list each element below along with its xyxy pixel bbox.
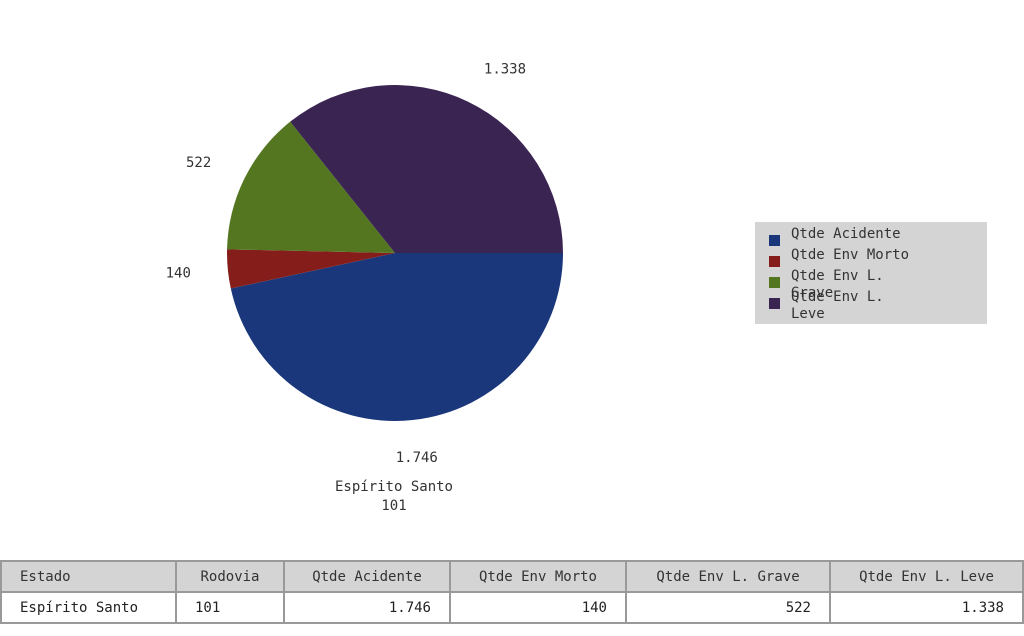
header-qtde-env-morto: Qtde Env Morto xyxy=(449,560,627,593)
cell-qtde-env-leve: 1.338 xyxy=(829,591,1024,624)
slice-label-acidente: 1.746 xyxy=(396,450,438,466)
legend-item-env-leve: Qtde Env L. Leve xyxy=(769,289,987,322)
caption-estado: Espírito Santo xyxy=(334,479,453,495)
legend-item-env-grave: Qtde Env L. Grave xyxy=(769,268,987,301)
legend-swatch-acidente xyxy=(769,235,780,246)
legend-label-env-grave: Qtde Env L. Grave xyxy=(791,268,884,301)
cell-qtde-env-grave: 522 xyxy=(625,591,831,624)
legend-item-acidente: Qtde Acidente xyxy=(769,226,987,247)
legend-swatch-env-grave xyxy=(769,277,780,288)
header-qtde-acidente: Qtde Acidente xyxy=(283,560,451,593)
legend-swatch-env-morto xyxy=(769,256,780,267)
chart-caption: Espírito Santo 101 xyxy=(294,478,494,516)
legend-swatch-env-leve xyxy=(769,298,780,309)
legend-label-acidente: Qtde Acidente xyxy=(791,226,901,242)
legend-item-env-morto: Qtde Env Morto xyxy=(769,247,987,268)
slice-label-env-morto: 140 xyxy=(166,266,191,282)
slice-label-env-leve: 1.338 xyxy=(484,61,526,77)
legend-label-env-leve: Qtde Env L. Leve xyxy=(791,289,884,322)
pie-chart: 1.746 140 522 1.338 xyxy=(166,61,564,466)
pie-slice-env-grave xyxy=(227,121,395,254)
cell-estado: Espírito Santo xyxy=(0,591,177,624)
table-row: Espírito Santo 101 1.746 140 522 1.338 xyxy=(0,591,1024,624)
header-qtde-env-grave: Qtde Env L. Grave xyxy=(625,560,831,593)
caption-rodovia: 101 xyxy=(381,498,407,514)
header-estado: Estado xyxy=(0,560,177,593)
data-table: Estado Rodovia Qtde Acidente Qtde Env Mo… xyxy=(0,560,1024,624)
slice-label-env-grave: 522 xyxy=(186,155,211,171)
header-qtde-env-leve: Qtde Env L. Leve xyxy=(829,560,1024,593)
header-rodovia: Rodovia xyxy=(175,560,285,593)
table-header-row: Estado Rodovia Qtde Acidente Qtde Env Mo… xyxy=(0,560,1024,593)
legend-label-env-morto: Qtde Env Morto xyxy=(791,247,910,263)
chart-legend: Qtde Acidente Qtde Env Morto Qtde Env L.… xyxy=(755,222,987,324)
cell-qtde-env-morto: 140 xyxy=(449,591,627,624)
cell-rodovia: 101 xyxy=(175,591,285,624)
cell-qtde-acidente: 1.746 xyxy=(283,591,451,624)
pie-slice-env-leve xyxy=(290,85,563,254)
pie-slice-acidente xyxy=(230,253,564,421)
pie-slice-env-morto xyxy=(227,249,395,289)
